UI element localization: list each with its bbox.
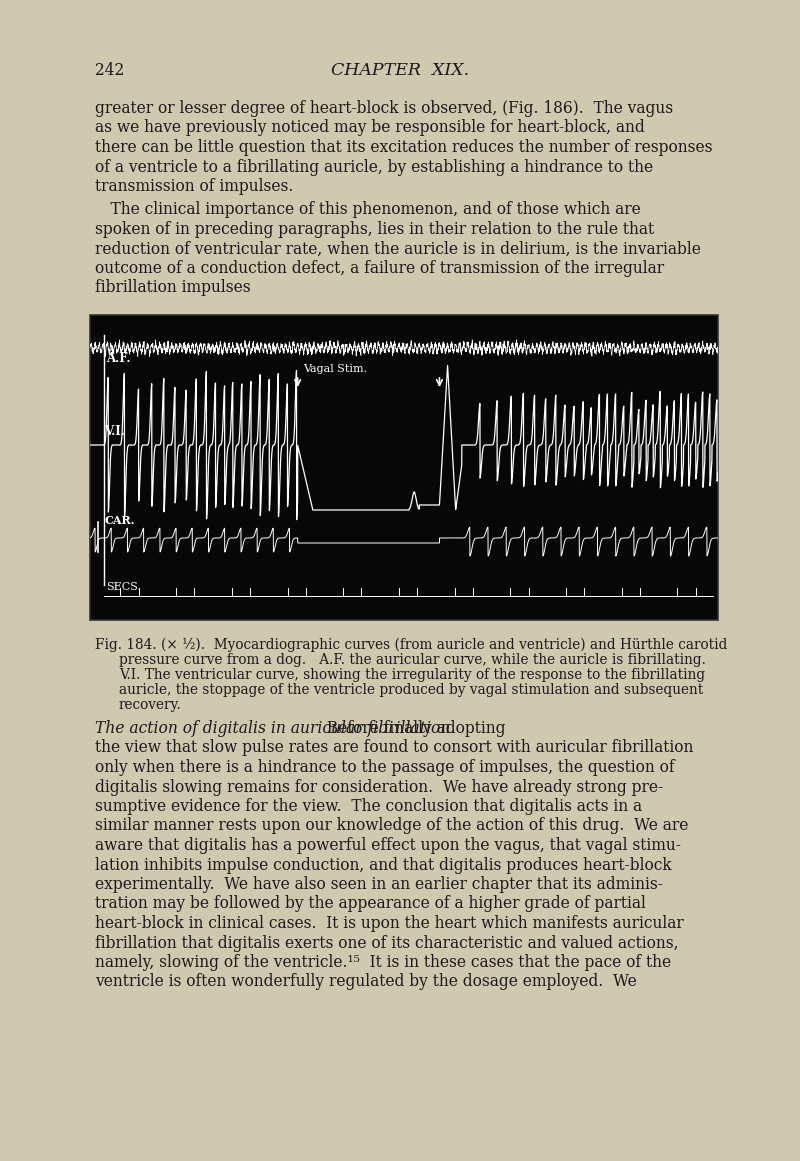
- Text: digitalis slowing remains for consideration.  We have already strong pre-: digitalis slowing remains for considerat…: [95, 779, 663, 795]
- Bar: [90, 315, 718, 620]
- Text: sumptive evidence for the view.  The conclusion that digitalis acts in a: sumptive evidence for the view. The conc…: [95, 798, 642, 815]
- Text: fibrillation that digitalis exerts one of its characteristic and valued actions,: fibrillation that digitalis exerts one o…: [95, 935, 678, 952]
- Text: V.I. The ventricular curve, showing the irregularity of the response to the fibr: V.I. The ventricular curve, showing the …: [119, 668, 705, 682]
- Text: reduction of ventricular rate, when the auricle is in delirium, is the invariabl: reduction of ventricular rate, when the …: [95, 240, 701, 258]
- Text: tration may be followed by the appearance of a higher grade of partial: tration may be followed by the appearanc…: [95, 895, 646, 913]
- Text: Vagal Stim.: Vagal Stim.: [302, 365, 367, 374]
- Text: transmission of impulses.: transmission of impulses.: [95, 178, 294, 195]
- Text: namely, slowing of the ventricle.¹⁵  It is in these cases that the pace of the: namely, slowing of the ventricle.¹⁵ It i…: [95, 954, 671, 971]
- Text: greater or lesser degree of heart-block is observed, (Fig. 186).  The vagus: greater or lesser degree of heart-block …: [95, 100, 673, 117]
- Text: A.F.: A.F.: [106, 352, 130, 365]
- Text: lation inhibits impulse conduction, and that digitalis produces heart-block: lation inhibits impulse conduction, and …: [95, 857, 672, 873]
- Text: fibrillation impulses: fibrillation impulses: [95, 280, 250, 296]
- Text: experimentally.  We have also seen in an earlier chapter that its adminis-: experimentally. We have also seen in an …: [95, 877, 663, 893]
- Text: Fig. 184. (× ½).  Myocardiographic curves (from auricle and ventricle) and Hürth: Fig. 184. (× ½). Myocardiographic curves…: [95, 639, 727, 652]
- Text: spoken of in preceding paragraphs, lies in their relation to the rule that: spoken of in preceding paragraphs, lies …: [95, 221, 654, 238]
- Text: outcome of a conduction defect, a failure of transmission of the irregular: outcome of a conduction defect, a failur…: [95, 260, 664, 277]
- Text: The clinical importance of this phenomenon, and of those which are: The clinical importance of this phenomen…: [95, 202, 641, 218]
- Text: Before finally adopting: Before finally adopting: [317, 720, 506, 737]
- Text: CHAPTER  XIX.: CHAPTER XIX.: [331, 62, 469, 79]
- Text: of a ventricle to a fibrillating auricle, by establishing a hindrance to the: of a ventricle to a fibrillating auricle…: [95, 159, 653, 175]
- Text: similar manner rests upon our knowledge of the action of this drug.  We are: similar manner rests upon our knowledge …: [95, 817, 688, 835]
- Text: there can be little question that its excitation reduces the number of responses: there can be little question that its ex…: [95, 139, 713, 156]
- Text: recovery.: recovery.: [119, 698, 182, 712]
- Text: SECS.: SECS.: [106, 582, 142, 592]
- Text: The action of digitalis in auricular fibrillation.: The action of digitalis in auricular fib…: [95, 720, 455, 737]
- Text: CAR.: CAR.: [104, 515, 134, 526]
- Text: 242: 242: [95, 62, 124, 79]
- Text: only when there is a hindrance to the passage of impulses, the question of: only when there is a hindrance to the pa…: [95, 759, 674, 776]
- Text: heart-block in clinical cases.  It is upon the heart which manifests auricular: heart-block in clinical cases. It is upo…: [95, 915, 684, 932]
- Text: the view that slow pulse rates are found to consort with auricular fibrillation: the view that slow pulse rates are found…: [95, 740, 694, 757]
- Text: as we have previously noticed may be responsible for heart-block, and: as we have previously noticed may be res…: [95, 120, 645, 137]
- Text: pressure curve from a dog.   A.F. the auricular curve, while the auricle is fibr: pressure curve from a dog. A.F. the auri…: [119, 652, 706, 668]
- Text: V.I.: V.I.: [104, 425, 125, 438]
- Text: ventricle is often wonderfully regulated by the dosage employed.  We: ventricle is often wonderfully regulated…: [95, 974, 637, 990]
- Text: auricle, the stoppage of the ventricle produced by vagal stimulation and subsequ: auricle, the stoppage of the ventricle p…: [119, 683, 703, 697]
- Text: aware that digitalis has a powerful effect upon the vagus, that vagal stimu-: aware that digitalis has a powerful effe…: [95, 837, 681, 854]
